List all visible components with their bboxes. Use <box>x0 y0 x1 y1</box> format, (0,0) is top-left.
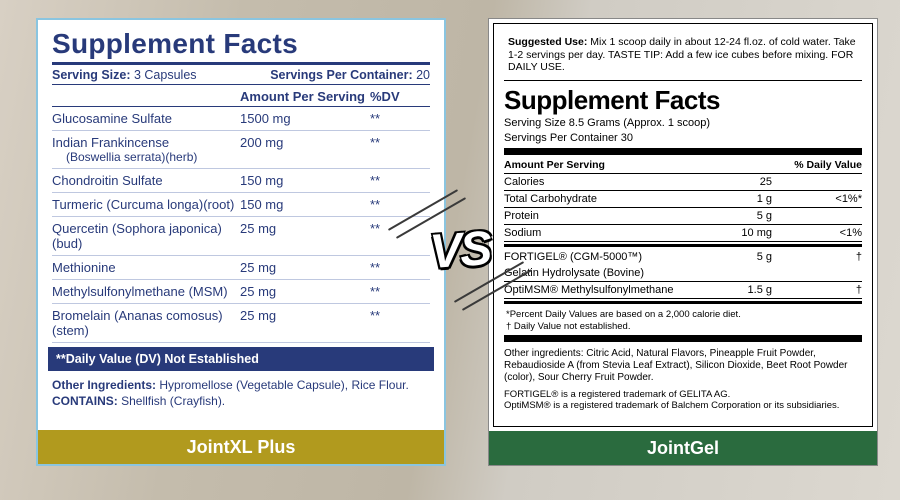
table-row: Bromelain (Ananas comosus)(stem)25 mg** <box>52 304 430 343</box>
table-row: Gelatin Hydrolysate (Bovine) <box>504 265 862 282</box>
right-caption: JointGel <box>489 431 877 465</box>
table-row: Sodium10 mg<1% <box>504 225 862 242</box>
left-other-ingredients: Other Ingredients: Hypromellose (Vegetab… <box>52 377 430 409</box>
left-panel: Supplement Facts Serving Size: 3 Capsule… <box>36 18 446 466</box>
table-row: FORTIGEL® (CGM-5000™)5 g† <box>504 249 862 265</box>
left-caption: JointXL Plus <box>38 430 444 464</box>
table-row: Total Carbohydrate1 g<1%* <box>504 191 862 208</box>
right-title: Supplement Facts <box>504 85 862 116</box>
divider <box>504 335 862 342</box>
table-row: Turmeric (Curcuma longa)(root)150 mg** <box>52 193 430 217</box>
divider <box>504 301 862 304</box>
right-other-ingredients: Other ingredients: Citric Acid, Natural … <box>504 348 862 384</box>
table-row: OptiMSM® Methylsulfonylmethane1.5 g† <box>504 282 862 299</box>
divider <box>504 148 862 155</box>
divider <box>504 244 862 247</box>
left-dv-note: **Daily Value (DV) Not Established <box>48 347 434 371</box>
table-row: Calories25 <box>504 174 862 191</box>
divider <box>52 62 430 65</box>
table-row: Quercetin (Sophora japonica)(bud)25 mg** <box>52 217 430 256</box>
right-serving-size: Serving Size 8.5 Grams (Approx. 1 scoop) <box>504 117 862 131</box>
left-serving-row: Serving Size: 3 Capsules Servings Per Co… <box>52 68 430 82</box>
right-header-row: Amount Per Serving % Daily Value <box>504 157 862 174</box>
table-row: Methionine25 mg** <box>52 256 430 280</box>
table-row: Indian Frankincense(Boswellia serrata)(h… <box>52 131 430 169</box>
table-row: Glucosamine Sulfate1500 mg** <box>52 107 430 131</box>
table-row: Methylsulfonylmethane (MSM)25 mg** <box>52 280 430 304</box>
right-trademark: FORTIGEL® is a registered trademark of G… <box>504 389 862 412</box>
comparison-container: Supplement Facts Serving Size: 3 Capsule… <box>0 0 900 500</box>
right-servings-per: Servings Per Container 30 <box>504 132 862 146</box>
table-row: Chondroitin Sulfate150 mg** <box>52 169 430 193</box>
right-suggested-use: Suggested Use: Mix 1 scoop daily in abou… <box>504 32 862 81</box>
right-footnotes: *Percent Daily Values are based on a 2,0… <box>504 306 862 332</box>
right-panel: Suggested Use: Mix 1 scoop daily in abou… <box>488 18 878 466</box>
vs-text: VS <box>428 220 492 279</box>
vs-badge: VS <box>405 195 515 305</box>
table-row: Protein5 g <box>504 208 862 225</box>
left-header-row: Amount Per Serving %DV <box>52 84 430 107</box>
left-title: Supplement Facts <box>52 28 430 60</box>
